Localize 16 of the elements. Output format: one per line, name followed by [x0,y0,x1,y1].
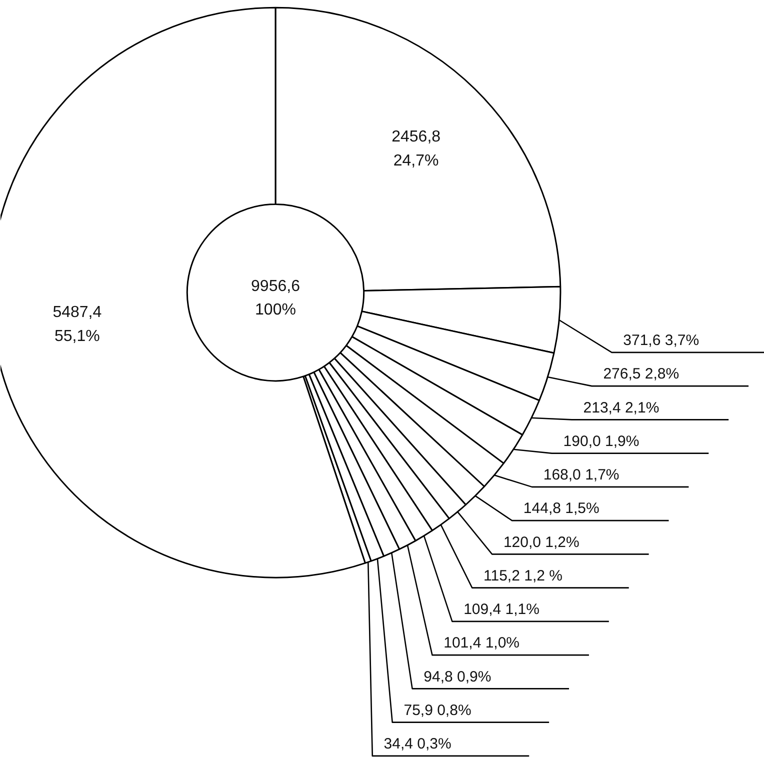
data-label: 144,8 1,5% [523,500,600,518]
data-label: 94,8 0,9% [424,668,492,686]
data-label: 115,2 1,2 % [484,567,562,584]
data-label: 75,9 0,8% [404,702,472,719]
data-label: 109,4 1,1% [464,601,540,618]
data-label: 276,5 2,8% [603,366,680,383]
data-label: 2456,8 24,7% [392,128,441,170]
text: 9956,6 100% [251,278,300,319]
data-label: 213,4 2,1% [583,399,660,416]
data-label: 190,0 1,9% [563,432,640,450]
data-label: 34,4 0,3% [384,736,452,753]
data-label: 371,6 3,7% [623,332,700,350]
data-label: 120,0 1,2% [503,534,580,551]
data-label: 101,4 1,0% [444,634,520,652]
data-label: 168,0 1,7% [543,466,620,484]
data-label: 5487,4 55,1% [52,304,102,346]
